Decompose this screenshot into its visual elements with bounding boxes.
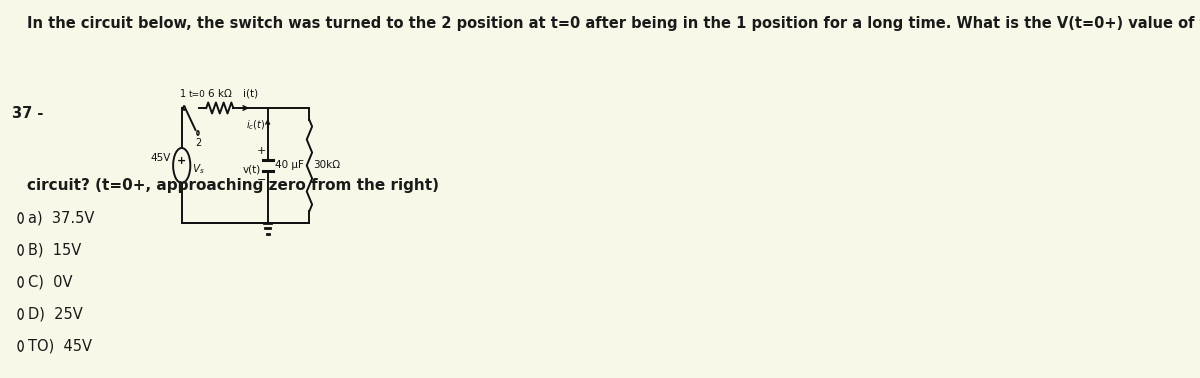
Text: B)  15V: B) 15V [28,243,80,257]
Text: 45V: 45V [150,153,170,164]
Text: v(t): v(t) [242,164,260,175]
Text: +: + [178,156,186,166]
Text: i(t): i(t) [242,89,258,99]
Text: In the circuit below, the switch was turned to the 2 position at t=0 after being: In the circuit below, the switch was tur… [28,16,1200,31]
Text: C)  0V: C) 0V [28,274,72,290]
Text: circuit? (t=0+, approaching zero from the right): circuit? (t=0+, approaching zero from th… [28,178,439,193]
Text: 30kΩ: 30kΩ [313,161,341,170]
Text: 37 -: 37 - [12,106,43,121]
Text: +: + [257,146,266,156]
Text: $i_c(t)$: $i_c(t)$ [246,118,265,132]
Text: D)  25V: D) 25V [28,307,83,322]
Text: 6 kΩ: 6 kΩ [208,89,232,99]
Text: 40 µF: 40 µF [275,161,304,170]
Text: TO)  45V: TO) 45V [28,339,91,353]
Text: 1: 1 [180,89,186,99]
Text: −: − [257,175,266,185]
Text: a)  37.5V: a) 37.5V [28,211,94,226]
Text: $V_s$: $V_s$ [192,163,205,177]
Text: 2: 2 [194,138,202,148]
Text: t=0: t=0 [188,90,205,99]
